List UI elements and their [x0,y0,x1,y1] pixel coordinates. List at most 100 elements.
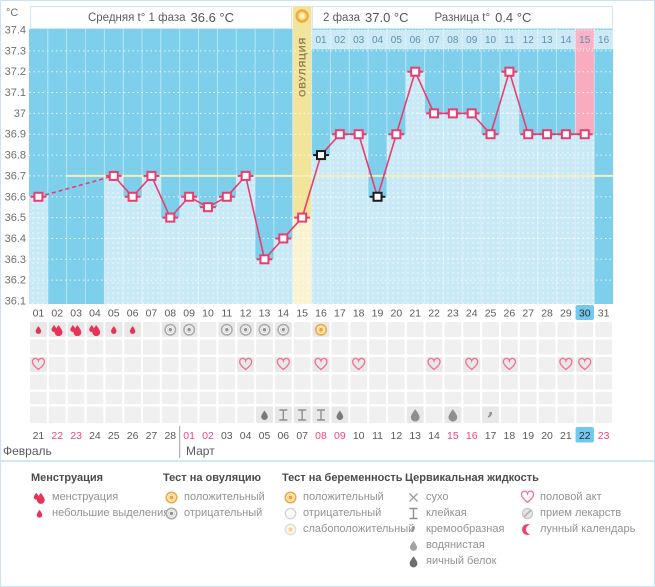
day-column-14[interactable] [273,29,293,304]
day-column-23[interactable] [443,29,463,304]
symbol-cell-intercourse-day-13[interactable] [256,357,273,372]
symbol-cell-intercourse-day-05[interactable] [105,357,123,372]
day-column-11[interactable] [217,29,237,304]
symbol-cell-medication-day-31[interactable] [595,374,612,390]
symbol-cell-cervical-day-30[interactable] [576,406,594,424]
symbol-cell-spacer-day-26[interactable] [500,392,518,404]
symbol-cell-medication-day-08[interactable] [161,374,179,390]
symbol-cell-medication-day-01[interactable] [30,374,47,390]
symbol-cell-cervical-day-29[interactable] [557,406,575,424]
day-column-10[interactable] [198,29,218,304]
symbol-cell-cervical-day-10[interactable] [199,406,217,424]
symbol-cell-spacer-day-27[interactable] [519,392,537,404]
symbol-cell-spacer-day-02[interactable] [48,392,66,404]
symbol-cell-medication-day-23[interactable] [444,374,462,390]
symbol-cell-spacer-day-23[interactable] [444,392,462,404]
symbol-cell-intercourse-day-06[interactable] [124,357,142,372]
symbol-cell-spacer-day-15[interactable] [293,392,311,404]
symbol-cell-spacer-day-31[interactable] [595,392,612,404]
day-column-04[interactable] [85,29,105,304]
symbol-cell-cervical-day-20[interactable] [387,406,405,424]
symbol-cell-pregnancy-tests-day-15[interactable] [293,339,311,355]
symbol-cell-spacer-day-03[interactable] [67,392,85,404]
symbol-cell-cervical-day-31[interactable] [595,406,612,424]
symbol-cell-intercourse-day-23[interactable] [444,357,462,372]
day-column-31[interactable] [594,29,613,304]
symbol-cell-medication-day-30[interactable] [576,374,594,390]
symbol-cell-medication-day-27[interactable] [519,374,537,390]
symbol-cell-spacer-day-20[interactable] [387,392,405,404]
day-column-29[interactable] [556,29,576,304]
symbol-cell-menses-tests-day-27[interactable] [519,322,537,337]
symbol-cell-spacer-day-13[interactable] [256,392,273,404]
symbol-cell-intercourse-day-28[interactable] [538,357,556,372]
day-column-22[interactable] [424,29,444,304]
symbol-cell-spacer-day-06[interactable] [124,392,142,404]
symbol-cell-intercourse-day-09[interactable] [180,357,198,372]
symbol-cell-spacer-day-19[interactable] [369,392,386,404]
symbol-cell-menses-tests-day-25[interactable] [482,322,499,337]
symbol-cell-cervical-day-01[interactable] [30,406,47,424]
symbol-cell-menses-tests-day-17[interactable] [331,322,349,337]
day-column-01[interactable] [29,29,48,304]
symbol-cell-intercourse-day-17[interactable] [331,357,349,372]
symbol-cell-cervical-day-28[interactable] [538,406,556,424]
symbol-cell-cervical-day-18[interactable] [350,406,368,424]
symbol-cell-spacer-day-09[interactable] [180,392,198,404]
day-column-07[interactable] [142,29,161,304]
symbol-cell-intercourse-day-31[interactable] [595,357,612,372]
symbol-cell-pregnancy-tests-day-09[interactable] [180,339,198,355]
symbol-cell-intercourse-day-21[interactable] [406,357,424,372]
symbol-cell-spacer-day-16[interactable] [312,392,330,404]
symbol-cell-spacer-day-05[interactable] [105,392,123,404]
symbol-cell-menses-tests-day-07[interactable] [143,322,160,337]
day-column-24[interactable] [462,29,482,304]
symbol-cell-medication-day-07[interactable] [143,374,160,390]
symbol-cell-medication-day-09[interactable] [180,374,198,390]
symbol-cell-pregnancy-tests-day-19[interactable] [369,339,386,355]
symbol-cell-pregnancy-tests-day-04[interactable] [86,339,104,355]
day-column-19[interactable] [368,29,387,304]
symbol-cell-pregnancy-tests-day-03[interactable] [67,339,85,355]
symbol-cell-medication-day-20[interactable] [387,374,405,390]
symbol-cell-intercourse-day-19[interactable] [369,357,386,372]
symbol-cell-medication-day-04[interactable] [86,374,104,390]
symbol-cell-pregnancy-tests-day-29[interactable] [557,339,575,355]
symbol-cell-pregnancy-tests-day-16[interactable] [312,339,330,355]
symbol-cell-intercourse-day-03[interactable] [67,357,85,372]
symbol-cell-medication-day-18[interactable] [350,374,368,390]
symbol-cell-medication-day-25[interactable] [482,374,499,390]
symbol-cell-menses-tests-day-28[interactable] [538,322,556,337]
symbol-cell-menses-tests-day-21[interactable] [406,322,424,337]
symbol-cell-pregnancy-tests-day-06[interactable] [124,339,142,355]
symbol-cell-medication-day-19[interactable] [369,374,386,390]
symbol-cell-pregnancy-tests-day-23[interactable] [444,339,462,355]
symbol-cell-cervical-day-11[interactable] [218,406,236,424]
day-column-02[interactable] [47,29,67,304]
symbol-cell-cervical-day-04[interactable] [86,406,104,424]
symbol-cell-medication-day-06[interactable] [124,374,142,390]
symbol-cell-menses-tests-day-10[interactable] [199,322,217,337]
symbol-cell-pregnancy-tests-day-31[interactable] [595,339,612,355]
symbol-cell-spacer-day-22[interactable] [425,392,443,404]
symbol-cell-pregnancy-tests-day-22[interactable] [425,339,443,355]
symbol-cell-spacer-day-10[interactable] [199,392,217,404]
day-column-28[interactable] [537,29,557,304]
symbol-cell-pregnancy-tests-day-20[interactable] [387,339,405,355]
symbol-cell-menses-tests-day-23[interactable] [444,322,462,337]
symbol-cell-intercourse-day-27[interactable] [519,357,537,372]
symbol-cell-cervical-day-03[interactable] [67,406,85,424]
symbol-cell-spacer-day-11[interactable] [218,392,236,404]
day-column-30[interactable] [575,29,595,304]
day-column-06[interactable] [123,29,143,304]
symbol-cell-spacer-day-25[interactable] [482,392,499,404]
symbol-cell-intercourse-day-25[interactable] [482,357,499,372]
symbol-cell-intercourse-day-07[interactable] [143,357,160,372]
symbol-cell-spacer-day-14[interactable] [274,392,292,404]
day-column-15[interactable] [292,6,312,304]
symbol-cell-pregnancy-tests-day-08[interactable] [161,339,179,355]
symbol-cell-medication-day-22[interactable] [425,374,443,390]
day-column-03[interactable] [66,29,86,304]
symbol-cell-pregnancy-tests-day-07[interactable] [143,339,160,355]
day-column-21[interactable] [405,29,425,304]
